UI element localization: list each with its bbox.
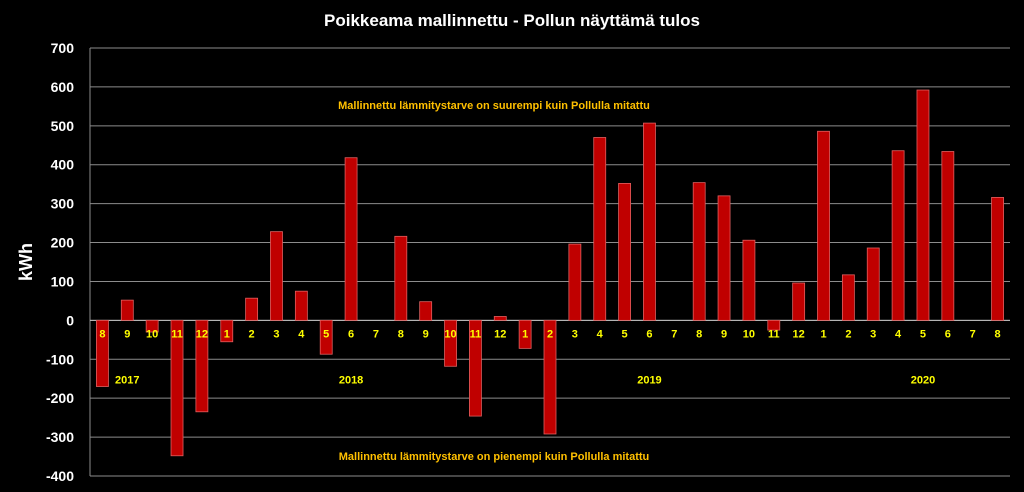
bar [991,197,1004,321]
x-tick-label: 10 [146,328,158,340]
bar [96,319,109,387]
bar [568,243,582,321]
bar [717,195,731,321]
bar [145,319,159,333]
x-tick-label: 11 [768,328,780,340]
x-tick-label: 1 [820,328,826,340]
x-tick-label: 7 [671,328,677,340]
y-tick-label: 400 [51,157,75,173]
y-axis-label: kWh [16,243,36,281]
bar [294,290,308,321]
bar [792,282,806,321]
bar [120,299,134,321]
x-tick-label: 1 [522,328,528,340]
y-tick-label: -300 [46,429,74,445]
x-tick-label: 8 [696,328,702,340]
y-tick-label: 700 [51,40,75,56]
bar [916,89,930,321]
bar [891,150,905,321]
bar [394,235,408,321]
x-tick-label: 10 [743,328,755,340]
x-tick-label: 4 [298,328,305,340]
x-tick-label: 11 [171,328,183,340]
bar [245,297,259,321]
x-tick-label: 6 [348,328,354,340]
x-tick-label: 2 [547,328,553,340]
x-tick-label: 9 [721,328,727,340]
bar [319,319,333,355]
x-tick-label: 5 [622,328,628,340]
bar [543,319,557,435]
bar [469,319,482,417]
x-tick-label: 9 [423,328,429,340]
x-tick-label: 8 [398,328,404,340]
bar [493,316,507,321]
y-tick-label: 200 [51,235,75,251]
y-tick-label: 100 [51,273,75,289]
bar [344,157,358,321]
y-tick-label: 600 [51,79,75,95]
bar [220,319,234,343]
bar [618,183,631,321]
bar [518,319,532,349]
x-tick-label: 1 [224,328,230,340]
x-tick-label: 6 [945,328,951,340]
x-tick-label: 7 [970,328,976,340]
labels: 700 600 500 400 300 200 100 0 -100 -200 -300 -400 8 9… [46,40,1001,484]
y-tick-label: 0 [66,312,74,328]
bar [643,122,656,321]
annotation-lower: Mallinnettu lämmitystarve on pienempi ku… [339,451,650,463]
x-tick-label: 12 [494,328,506,340]
bar [692,182,706,321]
y-tick-label: 300 [51,196,75,212]
x-tick-label: 4 [597,328,604,340]
x-tick-label: 6 [646,328,652,340]
x-tick-label: 3 [273,328,279,340]
bar [817,130,830,321]
bar [841,274,855,321]
year-label: 2020 [911,374,935,386]
y-tick-label: -200 [46,390,74,406]
chart-title: Poikkeama mallinnettu - Pollun näyttämä … [324,11,700,30]
x-tick-label: 7 [373,328,379,340]
x-tick-label: 8 [99,328,105,340]
bar [866,247,880,321]
bar [270,231,283,321]
bar [941,151,955,321]
year-label: 2017 [115,374,139,386]
year-label: 2018 [339,374,363,386]
bar [742,239,756,321]
x-tick-label: 12 [196,328,208,340]
x-tick-label: 2 [845,328,851,340]
x-tick-label: 3 [870,328,876,340]
x-tick-label: 10 [444,328,456,340]
x-tick-label: 4 [895,328,902,340]
x-tick-label: 9 [124,328,130,340]
bar [195,319,209,413]
bars [96,89,1004,457]
y-tick-label: -400 [46,468,74,484]
y-tick-label: 500 [51,118,75,134]
x-tick-label: 11 [470,328,482,340]
bar [170,319,184,457]
x-tick-label: 5 [920,328,926,340]
y-tick-label: -100 [46,351,74,367]
x-tick-label: 8 [995,328,1001,340]
bar [419,301,433,321]
x-tick-label: 12 [793,328,805,340]
x-tick-label: 2 [249,328,255,340]
bar [444,319,457,367]
bar [593,137,607,321]
annotation-upper: Mallinnettu lämmitystarve on suurempi ku… [338,100,650,112]
bar [767,319,781,331]
year-label: 2019 [637,374,661,386]
x-tick-label: 3 [572,328,578,340]
x-tick-label: 5 [323,328,329,340]
